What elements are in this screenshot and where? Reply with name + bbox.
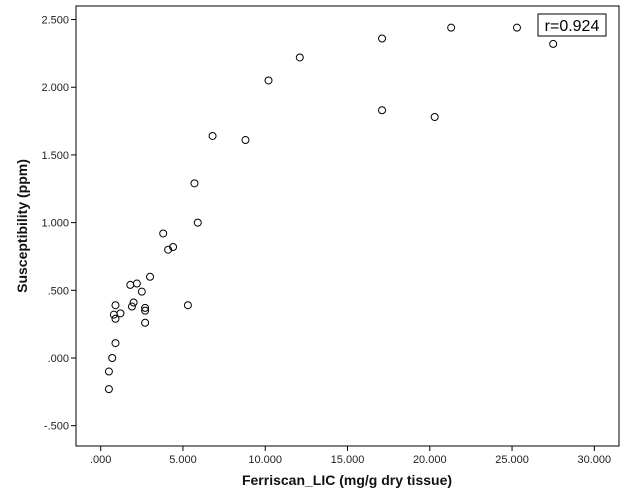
x-tick-label: 20.000 xyxy=(413,454,447,466)
x-tick-label: 15.000 xyxy=(331,454,365,466)
data-point xyxy=(104,367,113,376)
data-point xyxy=(108,354,117,362)
data-point xyxy=(549,39,558,48)
data-point xyxy=(104,385,113,394)
data-point xyxy=(141,306,150,315)
data-point xyxy=(132,279,141,288)
data-point xyxy=(159,229,168,238)
data-point xyxy=(116,309,125,318)
data-point xyxy=(447,23,456,32)
data-point xyxy=(378,106,387,115)
data-point xyxy=(111,314,120,323)
data-point xyxy=(141,318,150,327)
annotation-box: r=0.924 xyxy=(537,13,607,37)
x-tick-label: 30.000 xyxy=(577,454,611,466)
data-point xyxy=(512,23,521,32)
data-point xyxy=(378,34,387,43)
data-point xyxy=(111,339,120,348)
y-tick-label: 2.000 xyxy=(41,82,69,94)
data-point xyxy=(137,287,146,296)
data-point xyxy=(208,131,217,140)
data-point xyxy=(111,301,120,310)
y-tick-label: 2.500 xyxy=(41,15,69,27)
data-point xyxy=(241,136,250,145)
x-tick-label: 25.000 xyxy=(495,454,529,466)
data-point xyxy=(295,53,304,62)
y-axis-label: Susceptibility (ppm) xyxy=(14,159,30,293)
y-axis-ticks: -.500 .000 .500 1.000 1.500 2.000 2.500 xyxy=(41,15,76,433)
x-tick-label: .000 xyxy=(90,454,111,466)
y-tick-label: 1.000 xyxy=(41,218,69,230)
x-tick-label: 5.000 xyxy=(169,454,197,466)
y-tick-label: 1.500 xyxy=(41,150,69,162)
data-point xyxy=(146,272,155,281)
y-tick-label: .500 xyxy=(48,285,69,297)
y-tick-label: .000 xyxy=(48,353,69,365)
x-axis-ticks: .000 5.000 10.000 15.000 20.000 25.000 30.000 xyxy=(90,446,611,466)
data-point xyxy=(127,302,136,311)
data-point xyxy=(190,179,199,188)
data-point xyxy=(164,245,173,254)
plot-area xyxy=(75,5,620,447)
correlation-annotation: r=0.924 xyxy=(545,18,600,35)
x-tick-label: 10.000 xyxy=(248,454,282,466)
x-axis-label: Ferriscan_LIC (mg/g dry tissue) xyxy=(242,472,452,488)
data-point xyxy=(141,303,150,312)
data-point xyxy=(169,242,178,251)
data-point xyxy=(183,301,192,310)
annotation-frame xyxy=(537,13,607,37)
data-points xyxy=(104,23,558,394)
y-tick-label: -.500 xyxy=(44,421,69,433)
data-point xyxy=(193,218,202,227)
data-point xyxy=(129,298,138,307)
data-point xyxy=(264,76,273,85)
data-point xyxy=(430,113,439,122)
